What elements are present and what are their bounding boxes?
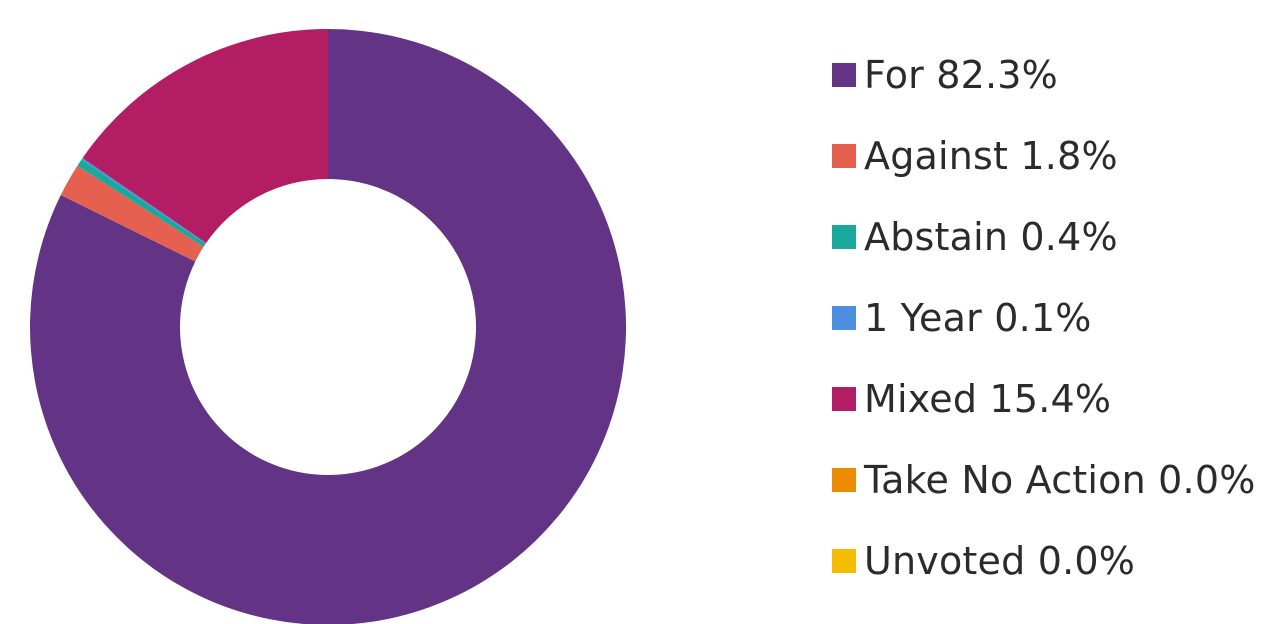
legend-swatch-mixed	[832, 387, 856, 411]
legend-item-for: For 82.3%	[832, 48, 1256, 102]
legend-item-mixed: Mixed 15.4%	[832, 372, 1256, 426]
legend-label-for: For 82.3%	[864, 53, 1058, 97]
slice-mixed	[82, 29, 329, 244]
slice-against	[60, 165, 204, 262]
legend-label-1-year: 1 Year 0.1%	[864, 296, 1092, 340]
legend-item-take-no-action: Take No Action 0.0%	[832, 453, 1256, 507]
legend-item-unvoted: Unvoted 0.0%	[832, 534, 1256, 588]
donut-chart	[30, 29, 626, 624]
legend-swatch-for	[832, 63, 856, 87]
chart-legend: For 82.3% Against 1.8% Abstain 0.4% 1 Ye…	[832, 48, 1256, 615]
legend-swatch-take-no-action	[832, 468, 856, 492]
legend-label-take-no-action: Take No Action 0.0%	[864, 458, 1256, 502]
legend-swatch-unvoted	[832, 549, 856, 573]
slice-abstain	[77, 159, 206, 247]
legend-label-abstain: Abstain 0.4%	[864, 215, 1118, 259]
legend-swatch-against	[832, 144, 856, 168]
slice-1-year	[81, 157, 207, 244]
legend-swatch-abstain	[832, 225, 856, 249]
slice-for	[30, 29, 626, 624]
legend-item-1-year: 1 Year 0.1%	[832, 291, 1256, 345]
legend-label-against: Against 1.8%	[864, 134, 1118, 178]
legend-label-mixed: Mixed 15.4%	[864, 377, 1112, 421]
legend-label-unvoted: Unvoted 0.0%	[864, 539, 1136, 583]
legend-item-abstain: Abstain 0.4%	[832, 210, 1256, 264]
legend-item-against: Against 1.8%	[832, 129, 1256, 183]
legend-swatch-1-year	[832, 306, 856, 330]
